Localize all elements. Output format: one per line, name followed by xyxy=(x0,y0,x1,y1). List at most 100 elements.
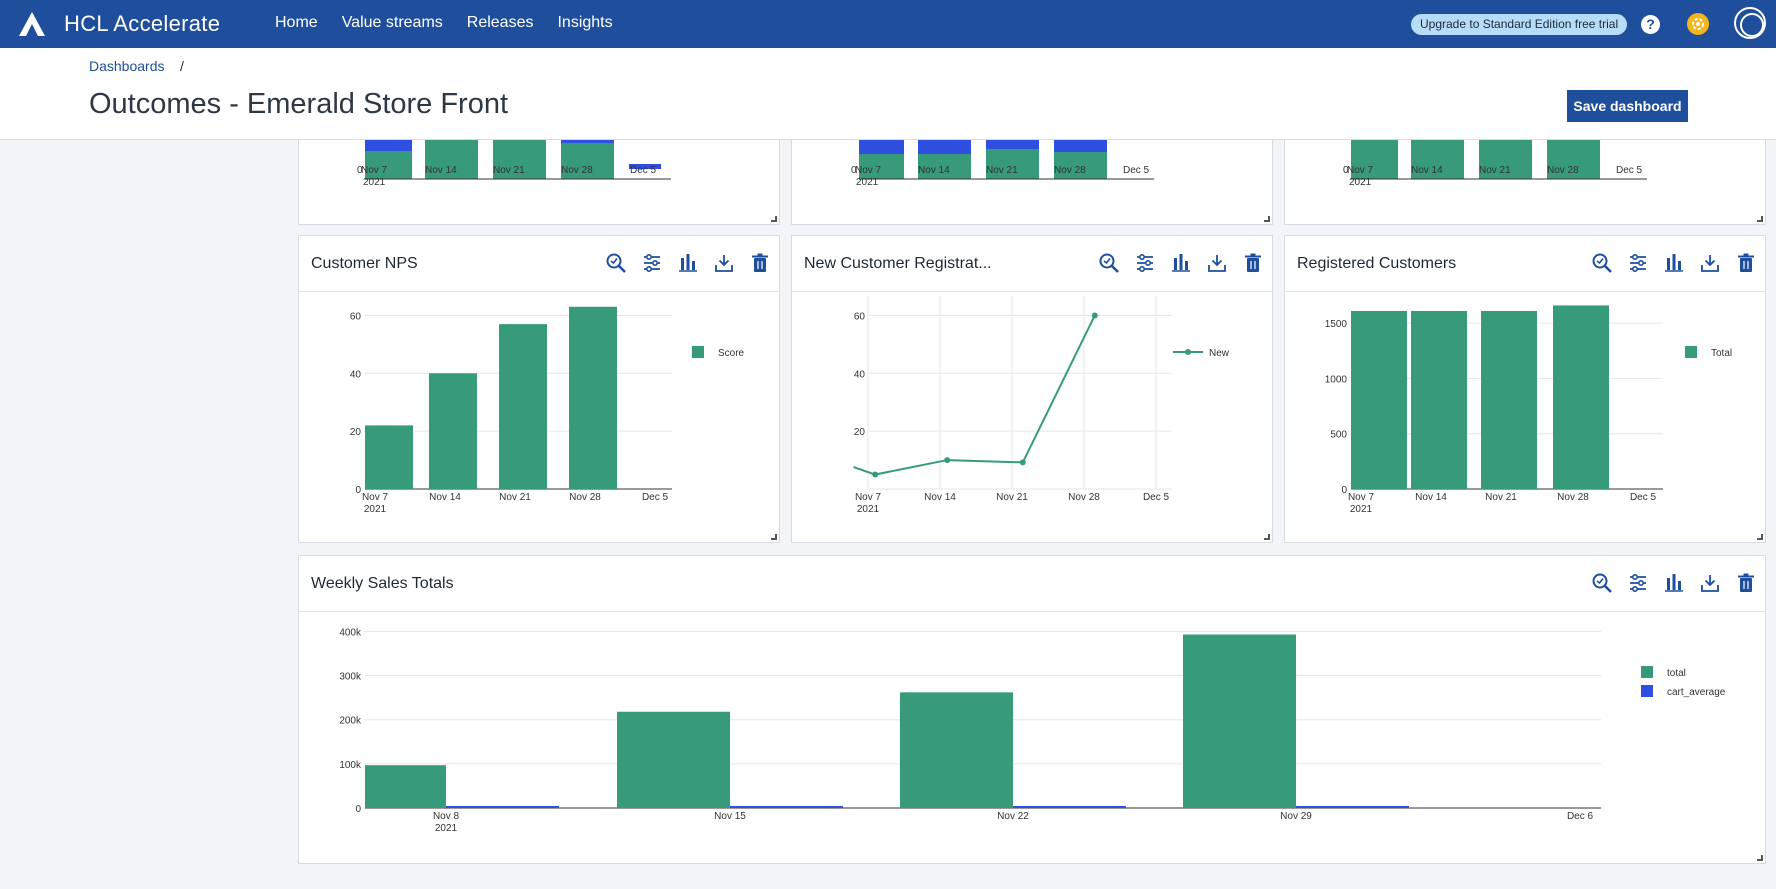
new-customer-registrations-chart: 20 40 60 Nov 7 Nov 14 Nov 21 Nov 28 Dec 5 2021 Ne… xyxy=(853,296,1230,515)
card-toolbar xyxy=(1591,572,1757,594)
zoom-icon[interactable] xyxy=(1098,252,1120,274)
download-icon[interactable] xyxy=(1699,572,1721,594)
bar-green xyxy=(1411,140,1464,179)
bar-total xyxy=(365,765,446,808)
nav-home[interactable]: Home xyxy=(275,14,318,31)
bar-green xyxy=(859,154,904,179)
filter-sliders-icon[interactable] xyxy=(641,252,663,274)
download-icon[interactable] xyxy=(1699,252,1721,274)
card-title: New Customer Registrat... xyxy=(804,255,992,272)
card-toolbar xyxy=(605,252,771,274)
x-tick-label: Dec 5 xyxy=(642,492,669,503)
x-tick: Nov 21 xyxy=(986,165,1018,176)
y-tick-label: 400k xyxy=(339,627,362,638)
resize-handle[interactable] xyxy=(771,216,777,222)
trash-icon[interactable] xyxy=(1735,572,1757,594)
legend-marker xyxy=(1185,349,1191,355)
bar-green xyxy=(1351,140,1398,179)
resize-handle[interactable] xyxy=(1757,855,1763,861)
legend-label: Total xyxy=(1711,348,1732,359)
bar-cart-average xyxy=(446,806,559,808)
y-tick-label: 0 xyxy=(1341,485,1347,496)
y-tick-label: 60 xyxy=(350,311,362,322)
bar-blue xyxy=(986,140,1039,149)
bar-green xyxy=(1547,140,1600,179)
x-tick-label: Nov 7 xyxy=(1348,492,1375,503)
page-header: Dashboards / Outcomes - Emerald Store Fr… xyxy=(0,48,1776,140)
card-registered-customers: Registered Customers 0 500 1000 1500 Nov 7 No… xyxy=(1284,235,1766,543)
trash-icon[interactable] xyxy=(1242,252,1264,274)
hcl-accelerate-logo[interactable] xyxy=(18,10,46,38)
x-tick: Dec 5 xyxy=(1616,165,1643,176)
bar-chart-icon[interactable] xyxy=(677,252,699,274)
trash-icon[interactable] xyxy=(1735,252,1757,274)
resize-handle[interactable] xyxy=(1264,216,1270,222)
bar-total xyxy=(900,692,1013,808)
nav-releases[interactable]: Releases xyxy=(466,14,534,31)
legend-swatch xyxy=(1641,666,1653,678)
trash-icon[interactable] xyxy=(749,252,771,274)
card-new-customer-registrations: New Customer Registrat... 20 40 60 Nov 7 Nov… xyxy=(791,235,1273,543)
nav-insights[interactable]: Insights xyxy=(557,14,613,31)
bar-chart-icon[interactable] xyxy=(1663,572,1685,594)
upgrade-trial-button[interactable]: Upgrade to Standard Edition free trial xyxy=(1411,14,1628,35)
card-toolbar xyxy=(1591,252,1757,274)
card-weekly-sales-totals: Weekly Sales Totals 0 100k 200k 300k 400k Nov… xyxy=(298,555,1766,864)
card-header: New Customer Registrat... xyxy=(792,236,1272,292)
settings-gear-icon[interactable] xyxy=(1687,13,1709,35)
filter-sliders-icon[interactable] xyxy=(1627,572,1649,594)
data-point xyxy=(1091,312,1098,319)
tick-zero: 0 xyxy=(1343,165,1349,176)
breadcrumb-dashboards[interactable]: Dashboards xyxy=(89,58,165,74)
breadcrumb-separator: / xyxy=(180,58,184,74)
x-tick-label: Dec 5 xyxy=(1630,492,1657,503)
tick-zero: 0 xyxy=(851,165,857,176)
bar-blue xyxy=(918,140,971,154)
x-tick: Nov 28 xyxy=(1054,165,1086,176)
y-tick-label: 500 xyxy=(1330,430,1347,441)
x-tick-sublabel: 2021 xyxy=(435,823,458,834)
x-tick-label: Dec 6 xyxy=(1567,811,1594,822)
x-tick: Dec 5 xyxy=(1123,165,1150,176)
download-icon[interactable] xyxy=(713,252,735,274)
filter-sliders-icon[interactable] xyxy=(1627,252,1649,274)
resize-handle[interactable] xyxy=(1757,534,1763,540)
x-year: 2021 xyxy=(1349,177,1372,188)
legend-label: total xyxy=(1667,668,1686,679)
x-tick: Nov 21 xyxy=(493,165,525,176)
bar-chart-icon[interactable] xyxy=(1663,252,1685,274)
legend-swatch xyxy=(1685,346,1697,358)
filter-sliders-icon[interactable] xyxy=(1134,252,1156,274)
page-title: Outcomes - Emerald Store Front xyxy=(89,88,509,120)
legend-swatch xyxy=(692,346,704,358)
x-tick: Dec 5 xyxy=(630,165,657,176)
x-tick: Nov 7 xyxy=(1347,165,1374,176)
help-icon[interactable]: ? xyxy=(1641,15,1660,34)
save-dashboard-button[interactable]: Save dashboard xyxy=(1567,90,1688,122)
resize-handle[interactable] xyxy=(1264,534,1270,540)
weekly-sales-totals-chart: 0 100k 200k 300k 400k Nov 8 Nov 15 Nov 22 Nov 29… xyxy=(339,627,1725,834)
y-tick-label: 0 xyxy=(355,804,361,815)
x-tick-label: Nov 21 xyxy=(996,492,1028,503)
data-point xyxy=(872,471,879,478)
nav-value-streams[interactable]: Value streams xyxy=(341,14,443,31)
y-tick-label: 1500 xyxy=(1325,319,1348,330)
x-tick-label: Nov 8 xyxy=(433,811,460,822)
bar-green xyxy=(918,154,971,179)
x-tick-label: Nov 14 xyxy=(1415,492,1447,503)
bar-chart-icon[interactable] xyxy=(1170,252,1192,274)
bar-green xyxy=(493,140,546,179)
x-tick: Nov 7 xyxy=(361,165,388,176)
app-name[interactable]: HCL Accelerate xyxy=(64,11,221,36)
bar-total xyxy=(617,711,730,808)
download-icon[interactable] xyxy=(1206,252,1228,274)
x-tick-sublabel: 2021 xyxy=(1350,504,1373,515)
zoom-icon[interactable] xyxy=(605,252,627,274)
user-avatar-icon[interactable] xyxy=(1734,7,1766,39)
resize-handle[interactable] xyxy=(771,534,777,540)
zoom-icon[interactable] xyxy=(1591,572,1613,594)
resize-handle[interactable] xyxy=(1757,216,1763,222)
x-tick-label: Nov 21 xyxy=(1485,492,1517,503)
zoom-icon[interactable] xyxy=(1591,252,1613,274)
x-tick-label: Nov 21 xyxy=(499,492,531,503)
